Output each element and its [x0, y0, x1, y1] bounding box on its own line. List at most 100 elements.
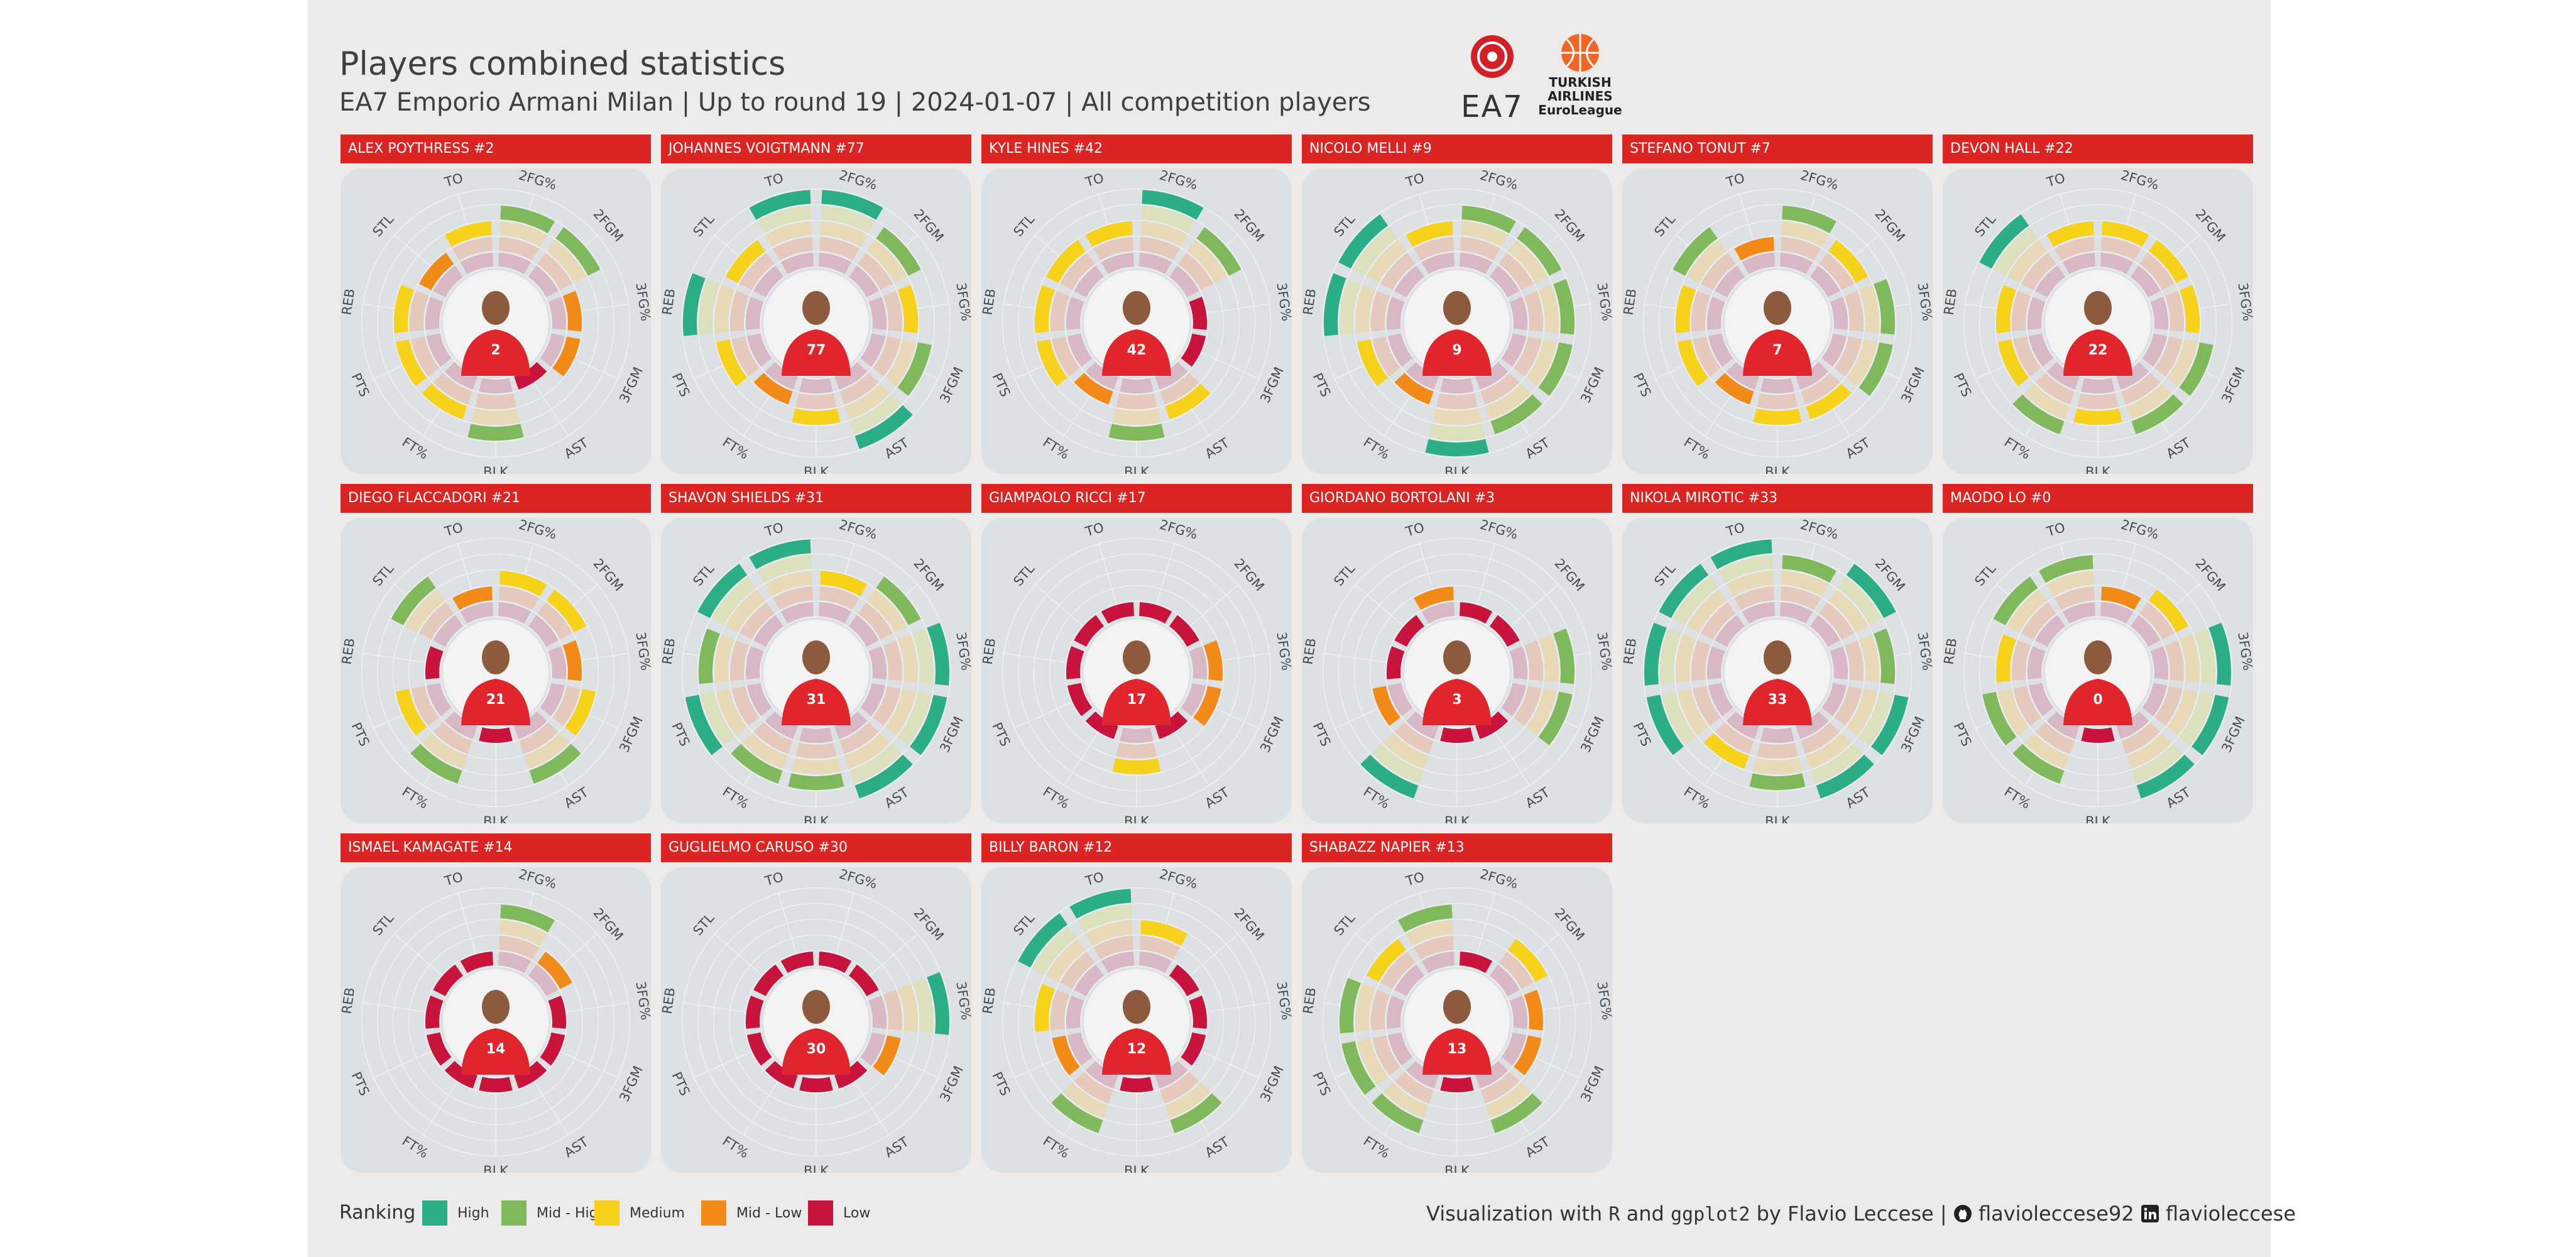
stat-bar-segment [1858, 634, 1879, 683]
stat-bar-segment [2126, 383, 2172, 420]
stat-bar [731, 744, 783, 784]
stat-label: 3FG% [953, 980, 971, 1021]
stat-label: PTS [1309, 371, 1333, 399]
stat-bar [1018, 913, 1068, 968]
stat-bar [716, 339, 748, 387]
stat-label: AST [882, 784, 912, 811]
stat-label: AST [882, 1134, 912, 1160]
stat-bar [540, 1032, 565, 1066]
stat-bar-segment [780, 602, 814, 624]
stat-bar-segment [1691, 640, 1711, 681]
stat-bar-segment [1101, 253, 1134, 275]
stat-bar-segment [498, 602, 532, 624]
stat-bar-segment [731, 336, 760, 376]
stat-bar [1394, 373, 1434, 405]
player-photo [443, 969, 548, 1075]
radial-chart-card: 2FG% 2FGM 3FG% 3FGM AST BLK FT% PTS REB STL TO 14 [341, 867, 651, 1173]
stat-bar-segment [1742, 602, 1775, 624]
team-crest-icon [1471, 35, 1514, 78]
linkedin-link[interactable]: flavioleccese [2166, 1202, 2296, 1226]
stat-label: AST [1843, 435, 1873, 461]
player-panel: ISMAEL KAMAGATE #14 2FG% 2FGM 3FG% 3FGM AST BL… [341, 833, 651, 1173]
stat-bar [546, 589, 587, 633]
stat-bar-segment [1433, 408, 1482, 425]
player-name: ISMAEL KAMAGATE #14 [341, 833, 651, 862]
player-name: JOHANNES VOIGTMANN #77 [661, 134, 971, 163]
stat-bar-segment [405, 589, 445, 633]
stat-bar-segment [1801, 722, 1840, 754]
stat-bar-segment [1501, 683, 1527, 716]
stat-label: REB [1943, 637, 1960, 666]
stat-bar [433, 964, 463, 996]
stat-label: FT% [720, 784, 751, 811]
github-link[interactable]: flavioleccese92 [1978, 1202, 2134, 1226]
stat-bar-segment [1405, 361, 1439, 390]
stat-bar-segment [1187, 239, 1228, 283]
stat-bar-segment [1066, 996, 1084, 1029]
stat-bar [799, 1077, 833, 1092]
stat-bar-segment [2077, 393, 2119, 409]
stat-bar-segment [1514, 336, 1542, 376]
euroleague-logo: TURKISH AIRLINES EuroLeague [1533, 31, 1627, 126]
stat-label: AST [882, 435, 912, 461]
stat-bar-segment [546, 239, 587, 283]
radial-chart-card: 2FG% 2FGM 3FG% 3FGM AST BLK FT% PTS REB STL TO 7 [1622, 168, 1933, 474]
stat-bar-segment [1429, 424, 1485, 441]
stat-bar [1538, 691, 1573, 745]
stat-bar-segment [411, 686, 439, 726]
head-icon [1123, 990, 1150, 1024]
stat-bar [2081, 727, 2115, 743]
player-panel: STEFANO TONUT #7 2FG% 2FGM 3FG% 3FGM AST BLK FT… [1622, 134, 1933, 474]
stat-bar [1036, 339, 1068, 387]
stat-label: 3FG% [1594, 631, 1612, 671]
stat-bar [1490, 615, 1520, 647]
stat-bar-segment [1085, 920, 1133, 946]
stat-bar [1193, 686, 1221, 726]
stat-label: AST [1523, 1134, 1553, 1160]
player-photo [443, 270, 548, 376]
stat-bar-segment [1366, 239, 1407, 283]
stat-bar [1734, 237, 1774, 261]
stat-bar-segment [444, 361, 478, 390]
stat-bar-segment [2046, 571, 2094, 596]
jersey-number: 22 [2088, 343, 2108, 358]
stat-bar-segment [1074, 1072, 1113, 1104]
stat-bar [1871, 694, 1909, 755]
stat-label: AST [2164, 435, 2193, 461]
stat-bar-segment [740, 602, 775, 640]
stat-bar [699, 628, 720, 684]
stat-bar-segment [839, 722, 879, 754]
stat-bar-segment [498, 253, 532, 275]
player-panel: NIKOLA MIROTIC #33 2FG% 2FGM 3FG% 3FGM AST BLK… [1622, 484, 1933, 823]
stat-bar-segment [1780, 602, 1813, 624]
stat-bar [749, 539, 811, 569]
stat-label: 2FGM [910, 206, 946, 244]
stat-bar-segment [844, 733, 890, 769]
stat-bar-segment [2055, 237, 2095, 261]
stat-bar [1806, 383, 1852, 420]
poster: Players combined statistics EA7 Emporio … [308, 0, 2296, 1257]
stat-bar-segment [2100, 602, 2134, 624]
stat-bar-segment [1780, 253, 1813, 275]
stat-bar-segment [1140, 237, 1180, 261]
stat-label: 3FG% [633, 980, 651, 1021]
stat-bar-segment [1514, 686, 1542, 726]
stat-label: REB [661, 987, 678, 1015]
player-photo [1404, 270, 1510, 376]
stat-label: AST [562, 784, 591, 811]
stat-bar-segment [2100, 253, 2134, 275]
stat-bar-segment [1178, 253, 1213, 290]
stat-label: FT% [400, 434, 431, 462]
stat-bar-segment [1686, 589, 1727, 633]
stat-label: REB [981, 637, 998, 666]
stat-label: REB [1302, 288, 1319, 316]
stat-bar [1398, 904, 1453, 933]
stat-bar-segment [1538, 285, 1559, 333]
jersey-icon [1422, 1028, 1492, 1075]
stat-label: TO [2044, 170, 2067, 190]
head-icon [802, 640, 830, 674]
player-panel: KYLE HINES #42 2FG% 2FGM 3FG% 3FGM AST BLK FT% P… [981, 134, 1292, 474]
stat-label: STL [369, 211, 396, 239]
stat-bar [1035, 285, 1056, 333]
